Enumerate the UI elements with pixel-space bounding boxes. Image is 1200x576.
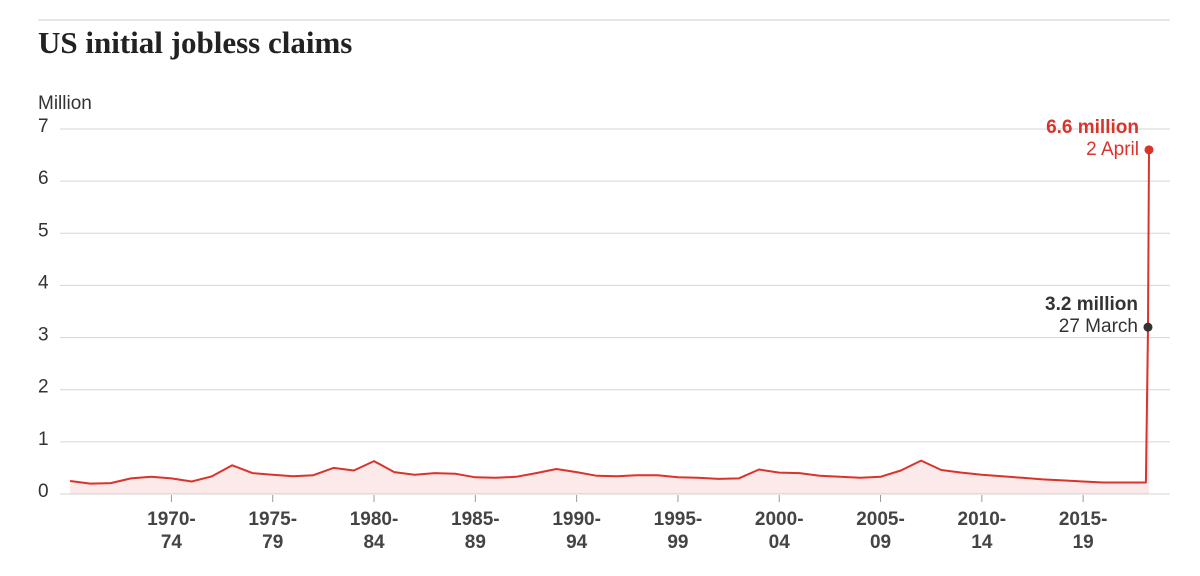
x-tick-label: 14 [971, 532, 993, 553]
x-tick-label: 74 [161, 532, 183, 553]
x-tick-label: 79 [262, 532, 283, 553]
x-tick-label: 1995- [654, 509, 703, 530]
y-tick-label: 3 [38, 325, 49, 346]
x-tick-label: 09 [870, 532, 891, 553]
y-axis-label: Million [38, 93, 92, 114]
x-tick-label: 2010- [958, 509, 1007, 530]
x-tick-label: 84 [363, 532, 385, 553]
annotation-dot [1144, 145, 1154, 155]
y-tick-label: 6 [38, 168, 49, 189]
x-tick-label: 99 [667, 532, 688, 553]
annotation-dot [1143, 322, 1153, 332]
x-tick-label: 1975- [248, 509, 297, 530]
x-tick-label: 1990- [552, 509, 601, 530]
x-tick-label: 1970- [147, 509, 196, 530]
annotation-title: 3.2 million [1045, 294, 1138, 315]
annotation-subtitle: 27 March [1059, 316, 1138, 337]
x-tick-label: 2015- [1059, 509, 1108, 530]
series-line [69, 149, 1150, 485]
y-tick-label: 5 [38, 220, 49, 241]
y-tick-label: 0 [38, 481, 49, 502]
x-tick-label: 1985- [451, 509, 500, 530]
y-tick-label: 2 [38, 377, 49, 398]
chart-title: US initial jobless claims [38, 25, 352, 60]
y-tick-label: 1 [38, 429, 49, 450]
y-tick-label: 7 [38, 116, 49, 137]
x-tick-label: 2005- [856, 509, 905, 530]
x-tick-label: 89 [465, 532, 486, 553]
x-tick-label: 19 [1073, 532, 1094, 553]
x-tick-label: 94 [566, 532, 588, 553]
x-tick-label: 04 [769, 532, 791, 553]
x-tick-label: 2000- [755, 509, 804, 530]
annotation-subtitle: 2 April [1086, 139, 1139, 160]
annotation-title: 6.6 million [1046, 117, 1139, 138]
y-tick-label: 4 [38, 272, 49, 293]
area-fill [70, 149, 1150, 494]
x-tick-label: 1980- [350, 509, 399, 530]
